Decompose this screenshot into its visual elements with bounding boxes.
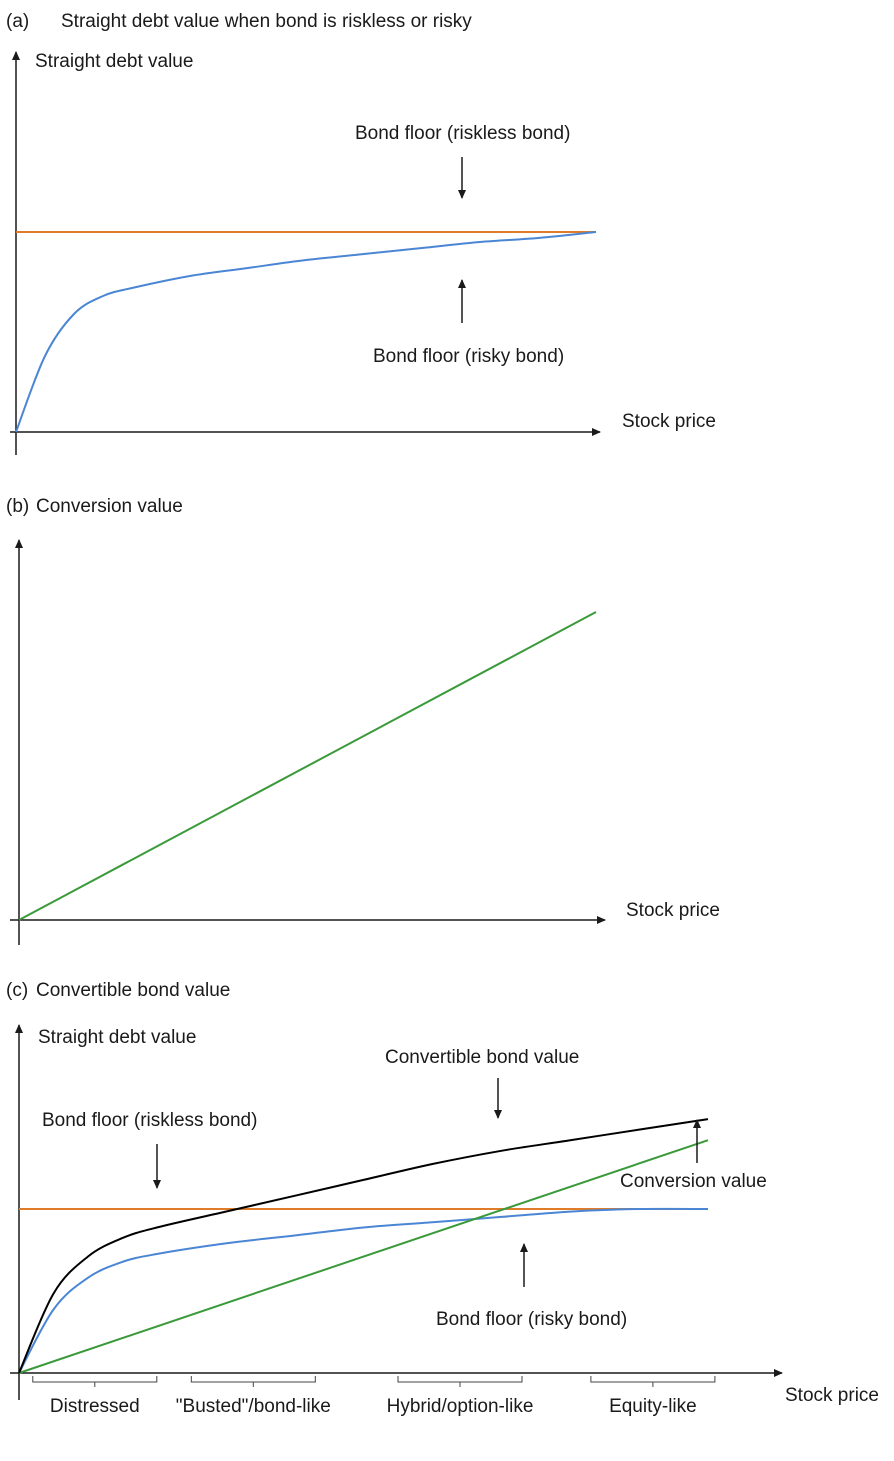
region-bracket-1	[32, 1376, 158, 1387]
panel-c-ylabel: Straight debt value	[38, 1027, 196, 1048]
panel-c-conversion-line	[18, 1139, 709, 1374]
panel-a-ylabel: Straight debt value	[35, 51, 193, 72]
panel-b-conversion-line	[18, 611, 597, 921]
panel-b-xlabel: Stock price	[626, 900, 720, 921]
region-bracket-2	[190, 1376, 316, 1387]
panel-a-risky-curve	[15, 231, 597, 433]
panel-c-title: Convertible bond value	[36, 980, 230, 1001]
panel-a-risky-annotation: Bond floor (risky bond)	[373, 346, 564, 367]
panel-c: (c) Convertible bond value Straight debt…	[6, 980, 879, 1417]
panel-c-risky-annotation: Bond floor (risky bond)	[436, 1309, 627, 1330]
panel-c-regions: Distressed "Busted"/bond-like Hybrid/optio…	[32, 1376, 716, 1417]
panel-a-xlabel: Stock price	[622, 411, 716, 432]
panel-c-conversion-annotation: Conversion value	[620, 1171, 767, 1192]
panel-a-label: (a)	[6, 11, 29, 32]
region-label-2: "Busted"/bond-like	[176, 1396, 331, 1417]
panel-b: (b) Conversion value Stock price	[6, 496, 720, 945]
region-label-4: Equity-like	[609, 1396, 697, 1417]
region-bracket-4	[590, 1376, 716, 1387]
panel-c-convertible-annotation: Convertible bond value	[385, 1047, 579, 1068]
panel-c-convertible-curve	[18, 1118, 709, 1374]
panel-b-label: (b)	[6, 496, 29, 517]
panel-a-riskless-annotation: Bond floor (riskless bond)	[355, 123, 570, 144]
panel-c-xlabel: Stock price	[785, 1385, 879, 1406]
region-label-3: Hybrid/option-like	[387, 1396, 534, 1417]
panel-a-title: Straight debt value when bond is riskles…	[61, 11, 472, 32]
region-bracket-3	[397, 1376, 523, 1387]
panel-c-label: (c)	[6, 980, 28, 1001]
panel-a: (a) Straight debt value when bond is ris…	[6, 11, 716, 455]
region-label-1: Distressed	[50, 1396, 140, 1417]
panel-b-title: Conversion value	[36, 496, 183, 517]
panel-c-riskless-annotation: Bond floor (riskless bond)	[42, 1110, 257, 1131]
panel-c-risky-curve	[18, 1207, 709, 1374]
